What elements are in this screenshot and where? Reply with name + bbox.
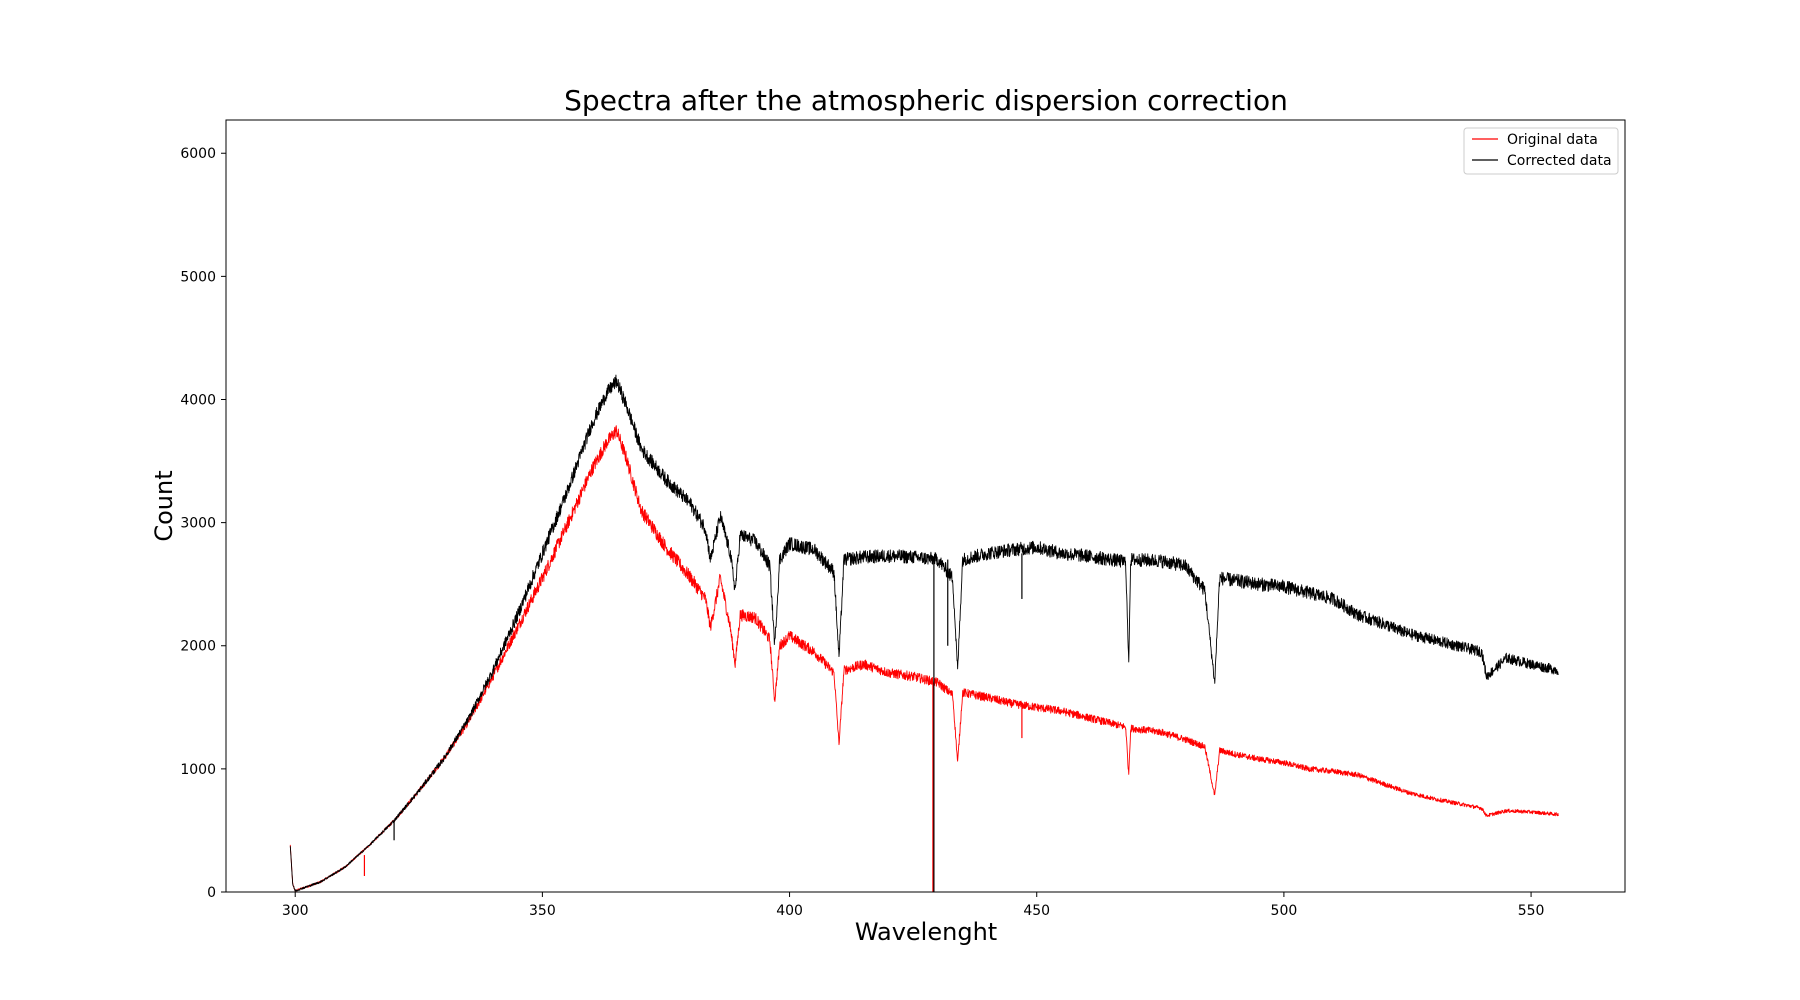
y-tick-label: 1000 <box>180 762 216 778</box>
legend: Original data Corrected data <box>1463 127 1619 175</box>
x-tick-label: 300 <box>282 903 309 919</box>
legend-box <box>1463 127 1619 175</box>
x-tick-label: 500 <box>1271 903 1298 919</box>
y-tick-label: 3000 <box>180 516 216 532</box>
y-tick-label: 5000 <box>180 269 216 285</box>
x-tick-label: 400 <box>776 903 803 919</box>
plot-area: 300 350 400 450 500 550 0 1000 2000 3000 4000 5000… <box>180 119 1626 919</box>
series-line-original <box>289 425 1559 892</box>
series-layer <box>289 374 1559 892</box>
x-axis-label: Wavelenght <box>855 918 997 946</box>
x-tick-label: 550 <box>1518 903 1545 919</box>
chart-title: Spectra after the atmospheric dispersion… <box>564 84 1288 117</box>
legend-label-original: Original data <box>1507 132 1598 148</box>
y-tick-label: 6000 <box>180 146 216 162</box>
x-tick-label: 350 <box>529 903 556 919</box>
y-axis: 0 1000 2000 3000 4000 5000 6000 <box>180 146 226 901</box>
y-axis-label: Count <box>150 470 178 541</box>
y-tick-label: 2000 <box>180 639 216 655</box>
series-line-corrected <box>289 374 1559 892</box>
legend-label-corrected: Corrected data <box>1507 153 1612 169</box>
y-tick-label: 4000 <box>180 392 216 408</box>
plot-frame <box>225 119 1626 893</box>
x-tick-label: 450 <box>1023 903 1050 919</box>
x-axis: 300 350 400 450 500 550 <box>282 892 1545 919</box>
y-tick-label: 0 <box>207 885 216 901</box>
